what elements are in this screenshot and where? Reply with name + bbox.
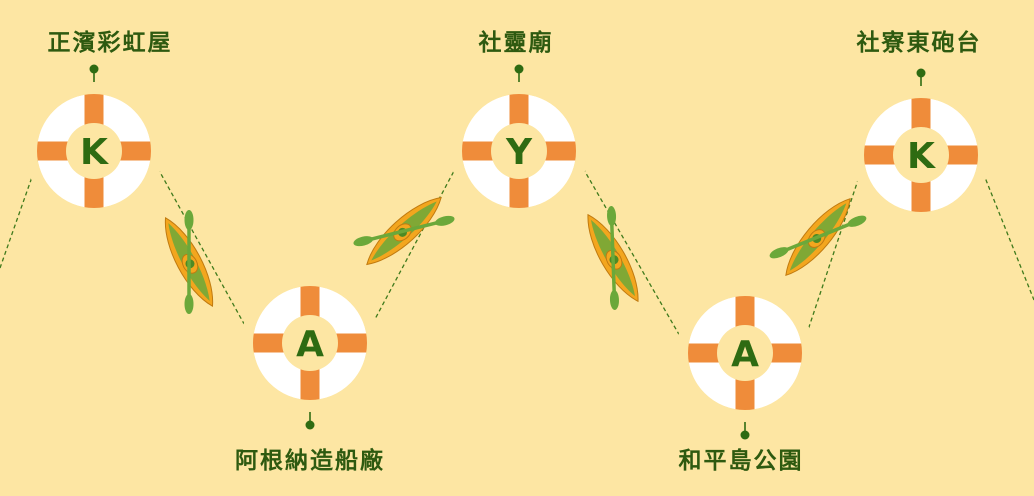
stop-label-5: 社寮東砲台 xyxy=(856,30,982,56)
life-ring-icon: A xyxy=(241,274,379,412)
ring-letter: K xyxy=(80,132,109,173)
ring-letter: A xyxy=(296,324,324,365)
ring-letter: K xyxy=(907,136,936,177)
kayak-icon xyxy=(164,210,214,314)
stop-label-4: 和平島公園 xyxy=(678,448,804,474)
kayak-icon xyxy=(353,196,455,266)
ring-letter: A xyxy=(731,334,759,375)
stop-label-1: 正濱彩虹屋 xyxy=(47,30,173,56)
kayaks xyxy=(164,196,867,314)
dashed-route-path xyxy=(0,155,1034,351)
life-ring-icon: K xyxy=(25,82,163,220)
label-pins xyxy=(89,64,926,440)
life-ring-icon: A xyxy=(676,284,814,422)
kayak-icon xyxy=(769,197,867,277)
route-segment xyxy=(977,159,1034,301)
route-segment xyxy=(801,161,865,349)
route-segment xyxy=(0,159,39,269)
stop-label-2: 阿根納造船廠 xyxy=(235,448,385,474)
kayak-icon xyxy=(587,206,639,310)
route-segment xyxy=(150,155,254,341)
route-segment xyxy=(575,155,689,351)
route-segment xyxy=(365,155,463,337)
life-ring-icon: K xyxy=(852,86,990,224)
ring-letter: Y xyxy=(505,132,533,173)
life-rings: K A Y A K xyxy=(25,82,990,422)
life-ring-icon: Y xyxy=(450,82,588,220)
stop-label-3: 社靈廟 xyxy=(478,30,554,56)
